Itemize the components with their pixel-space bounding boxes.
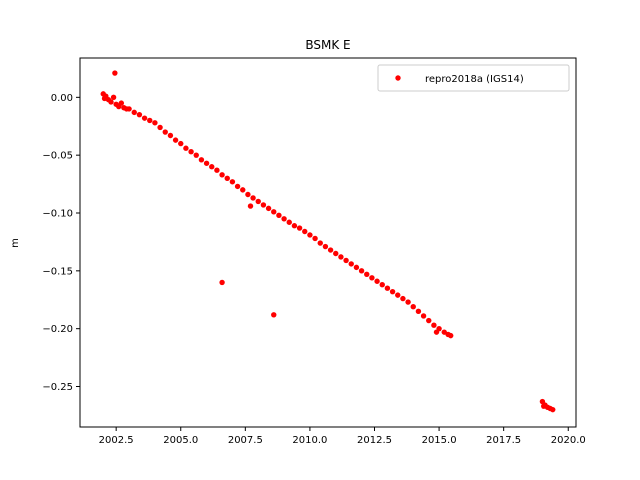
data-point xyxy=(448,332,454,339)
data-point xyxy=(541,403,547,409)
data-point xyxy=(126,106,132,112)
y-axis: 0.00 −0.05 −0.10 −0.15 −0.20 −0.25 xyxy=(42,93,80,393)
chart-title: BSMK E xyxy=(305,38,350,52)
data-point xyxy=(441,329,447,335)
data-point xyxy=(219,172,225,178)
data-point xyxy=(327,247,334,253)
data-points xyxy=(100,70,556,413)
x-tick-label: 2005.0 xyxy=(163,435,198,446)
data-point xyxy=(307,232,313,238)
data-point xyxy=(276,212,282,219)
x-axis: 2002.5 2005.0 2007.5 2010.0 2012.5 2015.0 2017… xyxy=(99,427,586,446)
data-point xyxy=(420,313,427,319)
y-tick-label: −0.05 xyxy=(42,151,73,162)
x-tick-label: 2002.5 xyxy=(99,435,134,446)
data-point xyxy=(167,132,174,139)
plot-frame xyxy=(79,57,577,428)
data-point xyxy=(118,100,125,106)
plot-background xyxy=(80,58,576,427)
x-tick-label: 2015.0 xyxy=(422,435,457,446)
data-point xyxy=(433,329,440,335)
data-point xyxy=(214,167,220,173)
data-point xyxy=(110,94,117,101)
data-point xyxy=(224,175,230,182)
data-point xyxy=(172,137,179,143)
data-point xyxy=(245,191,251,198)
data-point xyxy=(198,157,205,163)
data-point xyxy=(271,312,277,318)
data-point xyxy=(286,219,292,225)
y-tick-label: −0.20 xyxy=(42,324,73,335)
data-point xyxy=(234,183,241,190)
legend-label: repro2018a (IGS14) xyxy=(425,74,524,85)
x-tick-label: 2010.0 xyxy=(292,435,327,446)
data-point xyxy=(193,152,199,158)
data-point xyxy=(178,140,184,147)
data-point xyxy=(550,406,556,413)
data-point xyxy=(162,129,168,135)
data-point xyxy=(379,282,385,288)
data-point xyxy=(296,225,303,231)
data-point xyxy=(152,120,158,126)
data-point xyxy=(353,264,360,271)
x-tick-label: 2020.0 xyxy=(551,435,586,446)
y-tick-label: −0.25 xyxy=(42,382,73,393)
data-point xyxy=(317,240,323,246)
data-point xyxy=(229,179,236,185)
y-tick-label: −0.10 xyxy=(42,209,73,220)
data-point xyxy=(431,322,437,328)
data-point xyxy=(240,187,246,193)
data-point xyxy=(147,117,153,124)
data-point xyxy=(291,223,298,229)
data-point xyxy=(255,198,261,205)
data-point xyxy=(203,160,210,166)
data-point xyxy=(108,99,114,105)
data-point xyxy=(302,228,308,235)
data-point xyxy=(112,70,118,76)
data-point xyxy=(400,295,406,302)
data-point xyxy=(209,164,215,170)
data-point xyxy=(250,195,256,201)
data-point xyxy=(364,271,370,278)
legend: repro2018a (IGS14) xyxy=(377,64,570,92)
data-point xyxy=(405,299,411,305)
legend-marker xyxy=(395,75,401,81)
data-point xyxy=(188,148,194,155)
y-axis-label: m xyxy=(10,238,21,248)
data-point xyxy=(410,303,416,310)
data-point xyxy=(219,279,225,286)
data-point xyxy=(136,111,143,118)
data-point xyxy=(395,292,401,298)
data-point xyxy=(333,250,339,257)
x-tick-label: 2017.5 xyxy=(486,435,521,446)
data-point xyxy=(247,203,254,209)
data-point xyxy=(322,243,329,250)
x-tick-label: 2007.5 xyxy=(228,435,263,446)
data-point xyxy=(415,308,422,315)
data-point xyxy=(281,216,287,222)
data-point xyxy=(358,268,365,274)
data-point xyxy=(183,145,189,151)
data-point xyxy=(384,285,391,291)
data-point xyxy=(131,109,137,116)
data-point xyxy=(312,235,318,242)
data-point xyxy=(271,209,277,215)
data-point xyxy=(265,205,272,212)
data-point xyxy=(338,254,344,260)
data-point xyxy=(348,261,354,267)
legend-box xyxy=(377,64,570,92)
data-point xyxy=(369,275,375,281)
data-point xyxy=(157,124,163,131)
data-point xyxy=(374,278,380,284)
y-tick-label: 0.00 xyxy=(51,93,73,104)
y-tick-label: −0.15 xyxy=(42,266,73,277)
data-point xyxy=(343,257,349,264)
data-point xyxy=(260,202,267,208)
x-tick-label: 2012.5 xyxy=(357,435,392,446)
data-point xyxy=(426,317,432,324)
data-point xyxy=(389,288,396,295)
data-point xyxy=(141,115,148,121)
